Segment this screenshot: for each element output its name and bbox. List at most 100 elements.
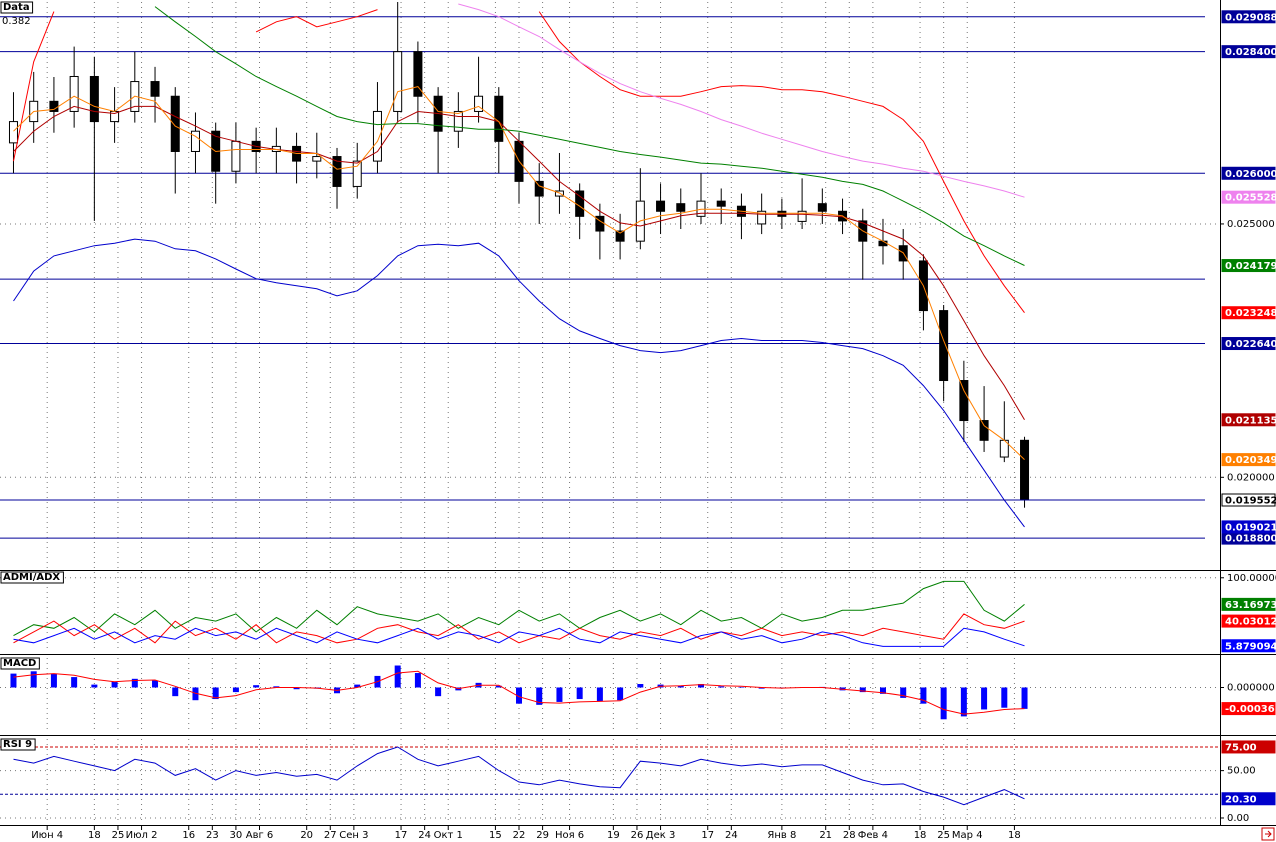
- price-tag-box: [1221, 190, 1276, 204]
- histogram-bar: [414, 673, 421, 688]
- candle-body: [170, 95, 180, 152]
- panel-title: ADMI/ADX: [3, 572, 60, 583]
- candle-body: [797, 210, 807, 222]
- price-tag: 75.00: [1225, 742, 1257, 753]
- price-tag-box: [1221, 740, 1276, 754]
- price-tag: 0.029088: [1225, 12, 1276, 23]
- indicator-line: [13, 238, 1025, 528]
- price-tag-box: [1221, 453, 1276, 467]
- price-tag-box: [1221, 702, 1276, 716]
- x-tick-label: Июн 4: [31, 830, 63, 841]
- candle-body: [656, 200, 666, 212]
- price-tag-box: [1221, 306, 1276, 320]
- x-tick-label: 29: [536, 830, 549, 841]
- scroll-arrow: [1265, 830, 1272, 838]
- histogram-bar: [111, 681, 118, 688]
- price-tag: 0.022640: [1225, 339, 1276, 350]
- price-tag: 0.026000: [1225, 169, 1276, 180]
- x-tick-label: 21: [819, 830, 832, 841]
- candle-body: [474, 95, 484, 112]
- indicator-line: [13, 86, 1025, 460]
- price-tag-box: [1221, 166, 1276, 180]
- histogram-bar: [738, 686, 745, 688]
- candle-body: [8, 121, 18, 144]
- indicator-line: [13, 9, 1025, 314]
- histogram-bar: [131, 678, 138, 688]
- x-tick-label: 27: [324, 830, 337, 841]
- histogram-bar: [1021, 687, 1028, 709]
- indicator-line: [13, 670, 1025, 715]
- candle-body: [69, 75, 79, 112]
- histogram-bar: [637, 684, 644, 688]
- histogram-bar: [495, 685, 502, 688]
- indicator-line: [13, 746, 1025, 806]
- x-tick-label: 20: [300, 830, 313, 841]
- price-tag: 0.021135: [1225, 415, 1276, 426]
- panel-title: RSI 9: [3, 739, 32, 750]
- x-tick-label: 24: [725, 830, 738, 841]
- candle-body: [534, 180, 544, 197]
- panel-title-box: [0, 571, 64, 584]
- y-tick-label: 50.00: [1227, 766, 1256, 777]
- price-tag: 20.30: [1225, 794, 1257, 805]
- candle-body: [939, 310, 949, 382]
- x-tick-label: 16: [182, 830, 195, 841]
- histogram-bar: [212, 687, 219, 700]
- price-tag-box: [1221, 639, 1276, 653]
- histogram-bar: [516, 687, 523, 704]
- candle-body: [676, 203, 686, 212]
- candle-body: [757, 210, 767, 225]
- histogram-bar: [30, 671, 37, 688]
- x-tick-label: 25: [112, 830, 125, 841]
- price-tag-box: [1221, 792, 1276, 806]
- price-tag-box: [1221, 597, 1276, 611]
- price-tag: 0.028400: [1225, 47, 1276, 58]
- candle-body: [817, 203, 827, 212]
- panel-title: MACD: [3, 658, 36, 669]
- histogram-bar: [1001, 687, 1008, 708]
- candle-body: [393, 51, 403, 112]
- candle-body: [231, 140, 241, 172]
- price-tag: 0.019552: [1225, 495, 1276, 506]
- histogram-bar: [10, 673, 17, 688]
- price-tag-box: [1221, 337, 1276, 351]
- x-tick-label: Июл 2: [126, 830, 158, 841]
- histogram-bar: [536, 687, 543, 705]
- y-tick-label: 0.025000: [1227, 219, 1275, 230]
- candle-body: [190, 130, 200, 152]
- candle-body: [312, 156, 322, 162]
- y-tick-label: 100.000000: [1227, 573, 1276, 584]
- candle-body: [372, 110, 382, 162]
- histogram-bar: [677, 685, 684, 688]
- histogram-bar: [435, 687, 442, 697]
- histogram-bar: [192, 687, 199, 701]
- histogram-bar: [172, 687, 179, 697]
- candle-body: [89, 75, 99, 123]
- histogram-bar: [981, 687, 988, 710]
- candle-body: [352, 160, 362, 187]
- price-tag: -0.000365: [1225, 704, 1276, 715]
- candle-body: [413, 51, 423, 97]
- price-tag: 40.030128: [1225, 617, 1276, 628]
- indicator-line: [154, 6, 1025, 266]
- histogram-bar: [293, 687, 300, 690]
- histogram-bar: [232, 687, 239, 693]
- x-tick-label: 19: [607, 830, 620, 841]
- x-tick-label: 18: [914, 830, 927, 841]
- histogram-bar: [253, 685, 260, 688]
- price-tag-box: [1221, 520, 1276, 534]
- panel-subtitle: 0.382: [2, 16, 31, 27]
- price-tag: 0.025528: [1225, 193, 1276, 204]
- price-tag-box: [1221, 614, 1276, 628]
- candle-body: [494, 95, 504, 142]
- candle-body: [716, 200, 726, 207]
- x-tick-label: 17: [395, 830, 408, 841]
- price-tag: 0.023248: [1225, 308, 1276, 319]
- candle-body: [453, 110, 463, 132]
- histogram-bar: [718, 686, 725, 688]
- x-tick-label: Окт 1: [434, 830, 463, 841]
- panel-title-box: [0, 657, 40, 670]
- x-tick-label: Фев 4: [858, 830, 888, 841]
